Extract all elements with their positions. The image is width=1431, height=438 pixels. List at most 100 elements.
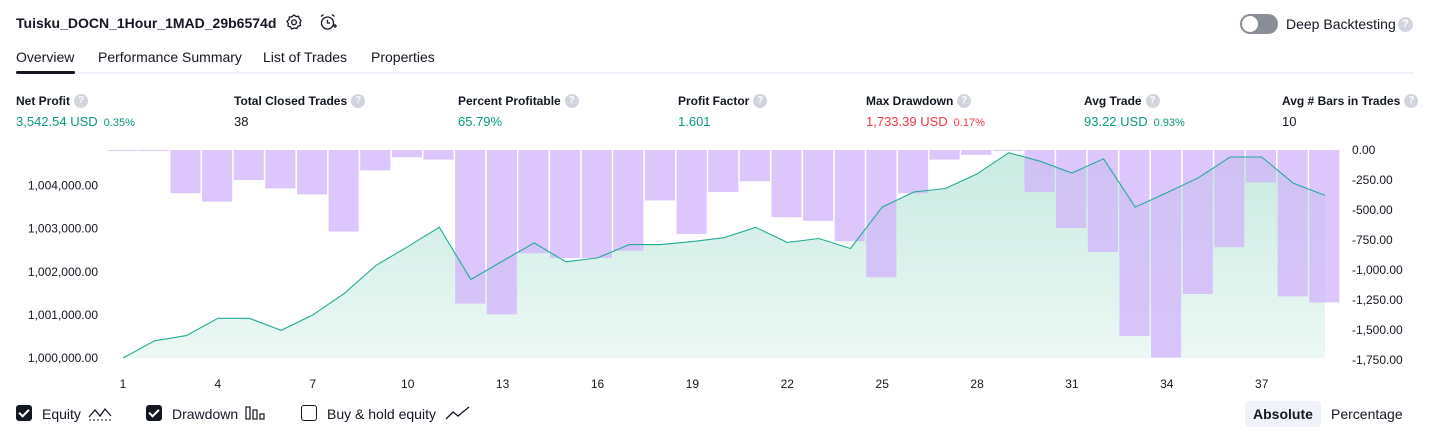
stat-label: Net Profit? [16, 93, 135, 109]
toggle-knob [1242, 16, 1258, 32]
stat-percent: 0.35% [103, 116, 135, 129]
equity-checkbox[interactable] [16, 405, 32, 421]
stat-label: Avg # Bars in Trades? [1282, 93, 1419, 109]
stat-value-row: 3,542.54 USD 0.35% [16, 114, 135, 129]
tab-properties[interactable]: Properties [371, 49, 435, 65]
y-right-tick-label: -500.00 [1352, 203, 1393, 217]
drawdown-bar [644, 150, 675, 201]
stat-label: Total Closed Trades? [234, 93, 366, 109]
percentage-mode-button[interactable]: Percentage [1331, 406, 1403, 422]
stat-5: Avg Trade? 93.22 USD 0.93% [1084, 93, 1185, 129]
stat-0: Net Profit? 3,542.54 USD 0.35% [16, 93, 135, 129]
buy-hold-checkbox[interactable] [301, 405, 317, 421]
drawdown-bar [866, 150, 897, 278]
stat-label-text: Net Profit [16, 94, 70, 108]
stat-percent: 0.17% [953, 116, 985, 129]
stat-label: Profit Factor? [678, 93, 768, 109]
drawdown-bar [992, 150, 1023, 151]
tab-performance-summary[interactable]: Performance Summary [98, 49, 242, 65]
stat-label-text: Avg Trade [1084, 94, 1142, 108]
stat-value: 1.601 [678, 113, 711, 129]
drawdown-bar [455, 150, 486, 304]
stat-label: Max Drawdown? [866, 93, 985, 109]
equity-legend-label[interactable]: Equity [42, 406, 81, 422]
stat-label: Percent Profitable? [458, 93, 579, 109]
equity-drawdown-chart: 1,000,000.00 1,001,000.00 1,002,000.00 1,00… [28, 143, 1403, 391]
drawdown-bar [1056, 150, 1087, 228]
drawdown-bar [1087, 150, 1118, 252]
drawdown-bar [1151, 150, 1182, 358]
x-tick-label: 16 [591, 377, 605, 391]
drawdown-bar [708, 150, 739, 192]
x-tick-label: 22 [781, 377, 795, 391]
buy-hold-legend-label[interactable]: Buy & hold equity [327, 406, 436, 422]
stat-value: 93.22 USD [1084, 113, 1148, 129]
drawdown-bar [550, 150, 581, 258]
stat-label: Avg Trade? [1084, 93, 1185, 109]
stat-value: 65.79% [458, 113, 503, 129]
drawdown-bar [676, 150, 707, 234]
drawdown-bar [1182, 150, 1213, 294]
y-left-tick-label: 1,004,000.00 [28, 179, 98, 193]
stat-help-icon[interactable]: ? [957, 93, 972, 108]
deep-backtesting-label: Deep Backtesting [1286, 16, 1396, 32]
drawdown-bar [1214, 150, 1245, 248]
drawdown-bar [360, 150, 391, 171]
y-right-tick-label: -1,500.00 [1352, 323, 1403, 337]
x-tick-label: 1 [120, 377, 127, 391]
deep-backtesting-toggle[interactable] [1240, 14, 1278, 34]
buy-hold-line-icon [445, 404, 471, 427]
stat-percent: 0.93% [1153, 116, 1185, 129]
drawdown-bar [929, 150, 960, 160]
drawdown-bar [739, 150, 770, 182]
stat-value-row: 1,733.39 USD 0.17% [866, 114, 985, 129]
stat-label-text: Total Closed Trades [234, 94, 348, 108]
settings-gear-icon[interactable] [284, 12, 304, 32]
drawdown-bar [834, 150, 865, 242]
stat-label-text: Max Drawdown [866, 94, 954, 108]
x-tick-label: 28 [970, 377, 984, 391]
equity-line-icon [88, 404, 114, 427]
x-tick-label: 7 [309, 377, 316, 391]
drawdown-bar [803, 150, 834, 221]
stat-value-row: 65.79% [458, 114, 579, 129]
drawdown-bar [297, 150, 328, 195]
deep-backtesting-help-icon[interactable]: ? [1398, 17, 1413, 32]
stat-help-icon[interactable]: ? [1145, 93, 1160, 108]
drawdown-bar [1309, 150, 1340, 303]
y-right-tick-label: -250.00 [1352, 173, 1393, 187]
tab-list-of-trades[interactable]: List of Trades [263, 49, 348, 65]
absolute-mode-button[interactable]: Absolute [1245, 401, 1321, 427]
stat-help-icon[interactable]: ? [74, 93, 88, 108]
drawdown-bar [961, 150, 992, 155]
drawdown-legend-label[interactable]: Drawdown [172, 406, 239, 422]
x-tick-label: 10 [401, 377, 415, 391]
x-tick-label: 19 [686, 377, 700, 391]
stat-1: Total Closed Trades? 38 [234, 93, 366, 129]
drawdown-bar [898, 150, 929, 194]
drawdown-bar [138, 150, 169, 151]
add-alert-clock-icon[interactable] [318, 12, 338, 32]
equity-area [123, 152, 1325, 358]
drawdown-bars-icon [244, 404, 268, 427]
stat-help-icon[interactable]: ? [564, 93, 579, 108]
stat-value: 3,542.54 USD [16, 113, 98, 129]
active-tab-indicator [16, 71, 75, 74]
drawdown-bar [328, 150, 359, 232]
drawdown-bar [202, 150, 233, 202]
drawdown-checkbox[interactable] [146, 405, 162, 421]
stat-value-row: 93.22 USD 0.93% [1084, 114, 1185, 129]
drawdown-bar [233, 150, 264, 180]
strategy-title: Tuisku_DOCN_1Hour_1MAD_29b6574d [16, 15, 277, 31]
stat-label-text: Avg # Bars in Trades [1282, 94, 1401, 108]
tab-overview[interactable]: Overview [16, 49, 75, 65]
stat-label-text: Percent Profitable [458, 94, 561, 108]
drawdown-bar [581, 150, 612, 258]
stat-help-icon[interactable]: ? [753, 93, 768, 108]
stat-2: Percent Profitable? 65.79% [458, 93, 579, 129]
drawdown-bar [1277, 150, 1308, 297]
y-left-tick-label: 1,003,000.00 [28, 222, 98, 236]
stat-help-icon[interactable]: ? [351, 93, 366, 108]
stat-help-icon[interactable]: ? [1404, 93, 1419, 108]
drawdown-bar [1119, 150, 1150, 336]
